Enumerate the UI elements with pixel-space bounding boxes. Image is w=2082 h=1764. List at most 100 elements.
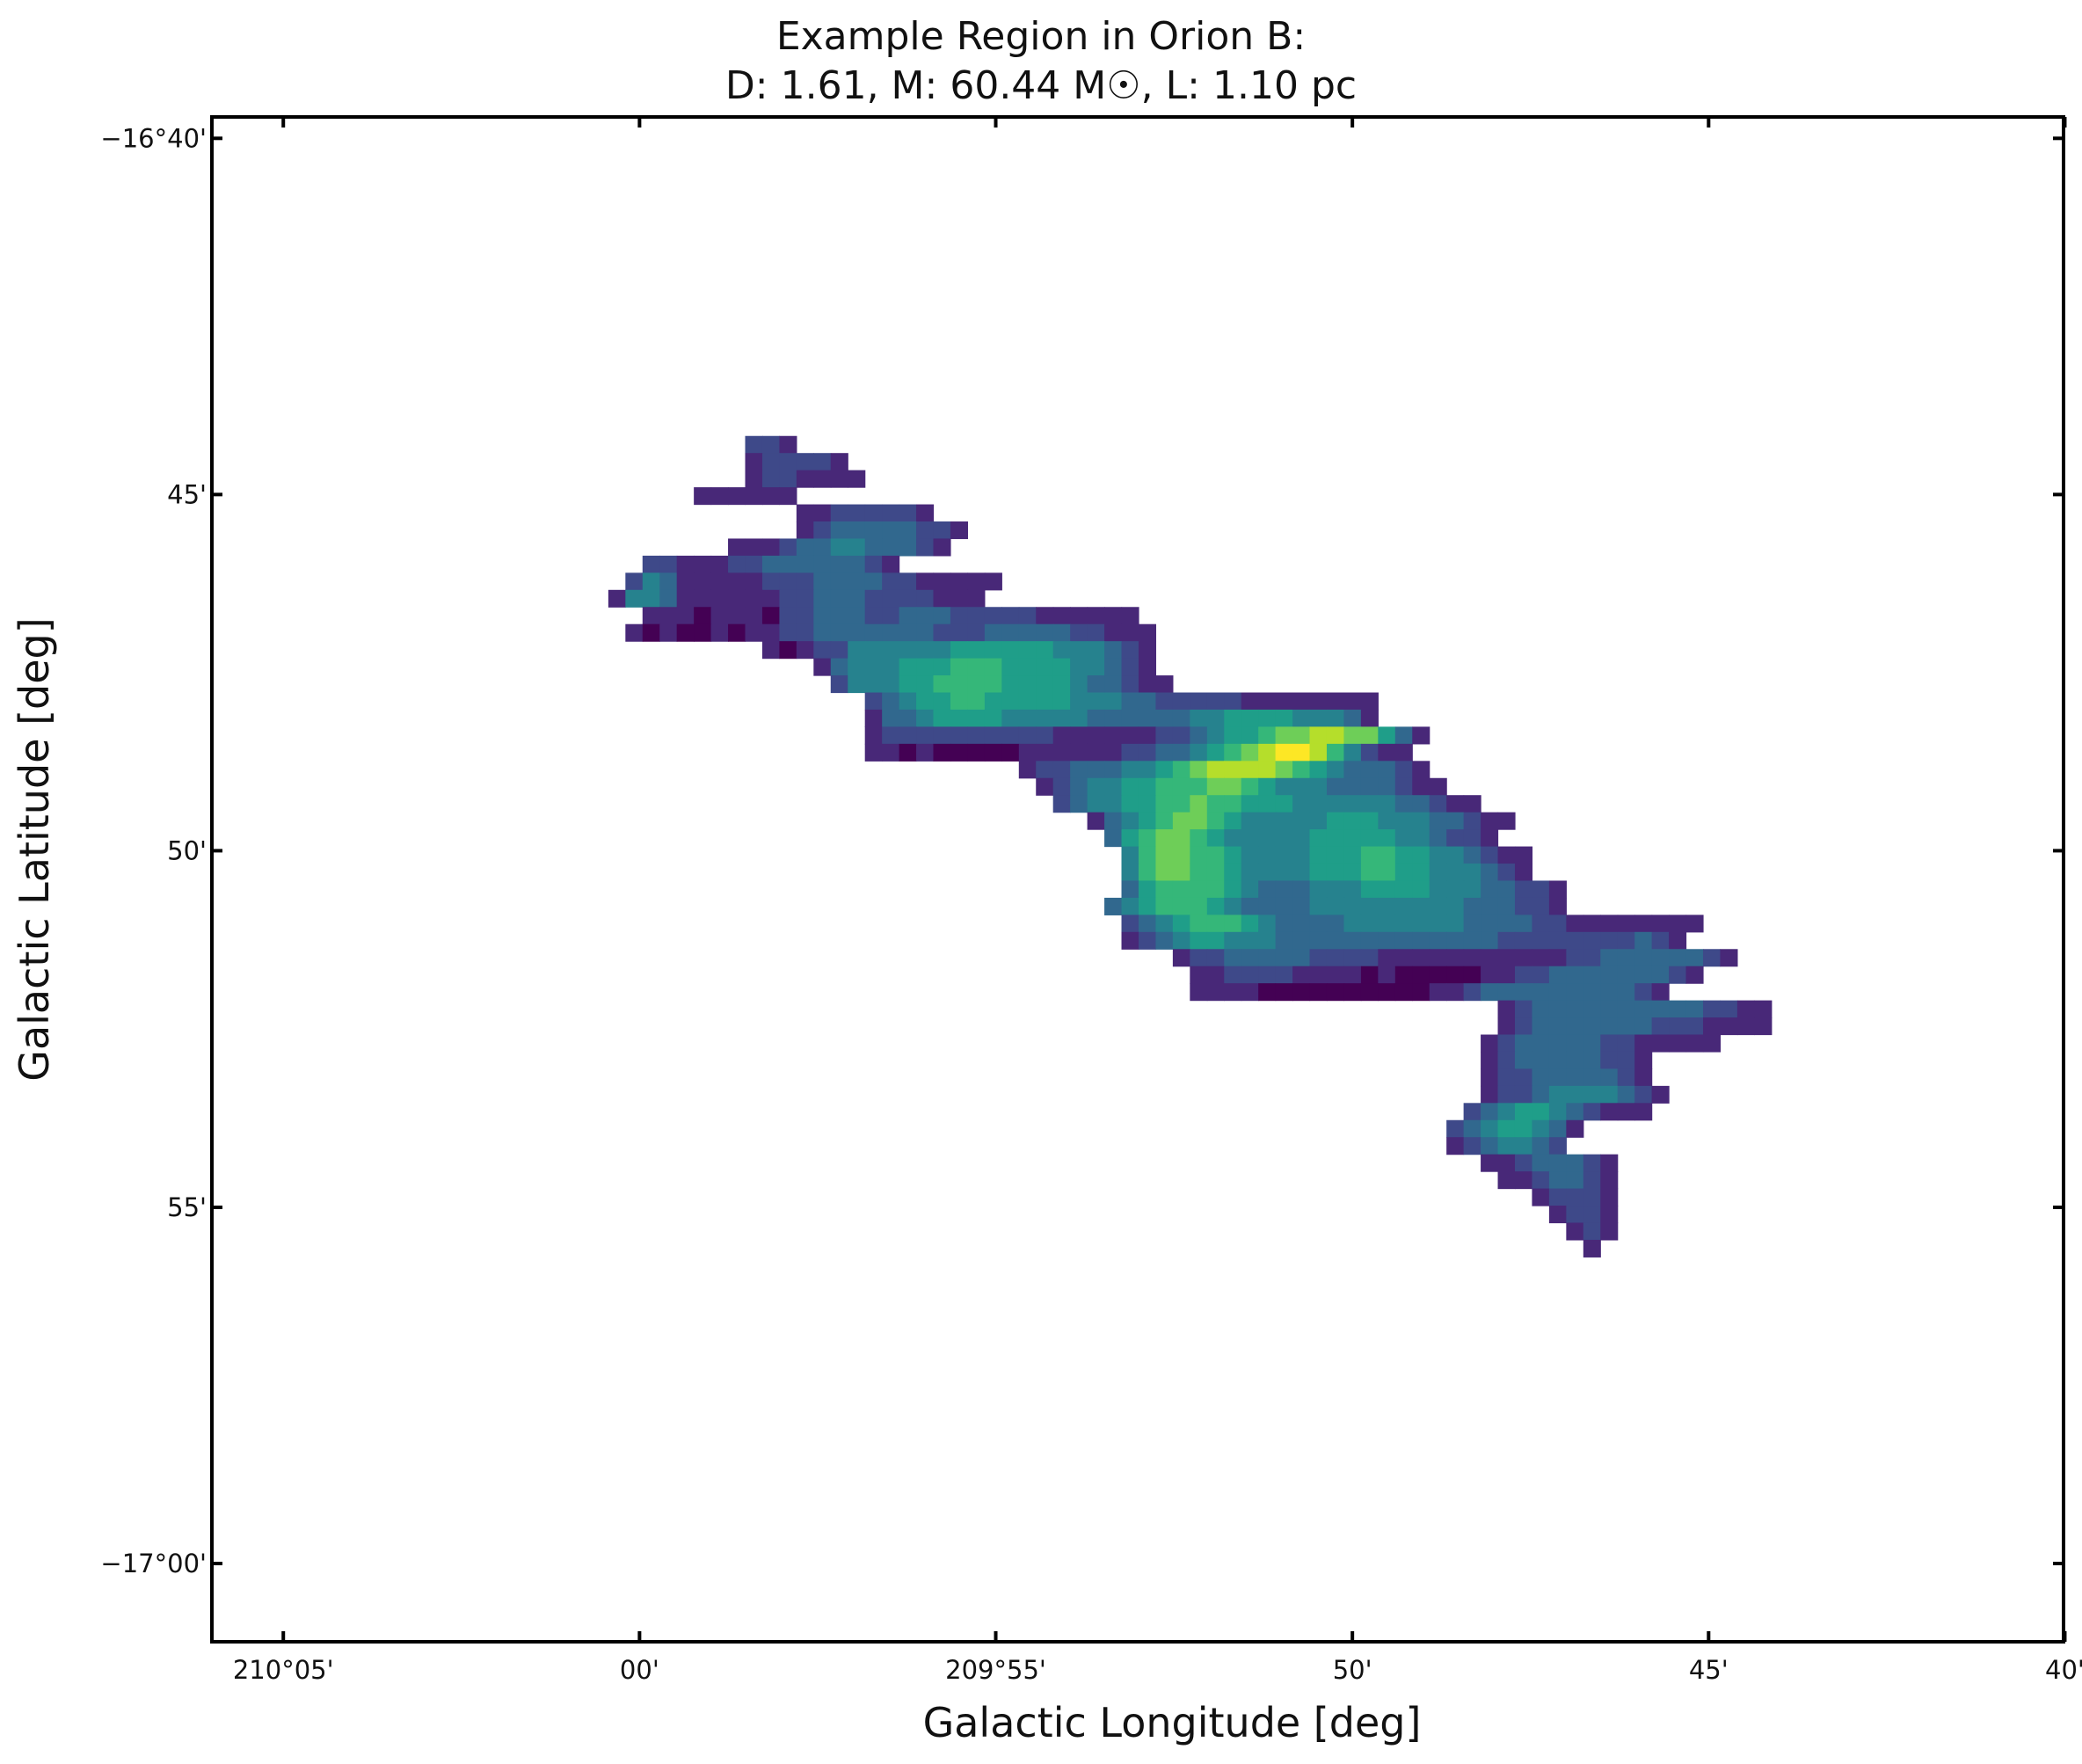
heatmap-cell [1634, 1103, 1653, 1121]
heatmap-cell [796, 521, 814, 540]
heatmap-cell [1429, 880, 1447, 899]
heatmap-cell [1172, 949, 1190, 967]
heatmap-cell [1036, 777, 1054, 796]
heatmap-cell [1138, 812, 1157, 830]
heatmap-cell [1617, 1051, 1635, 1070]
heatmap-cell [1258, 949, 1277, 967]
heatmap-cell [1548, 1017, 1567, 1036]
heatmap-cell [1104, 761, 1123, 779]
heatmap-cell [1360, 829, 1379, 848]
heatmap-cell [1309, 880, 1328, 899]
heatmap-cell [864, 572, 883, 591]
heatmap-cell [779, 470, 797, 488]
heatmap-cell [1104, 675, 1123, 694]
heatmap-cell [1138, 743, 1157, 762]
heatmap-cell [1446, 1137, 1465, 1155]
heatmap-cell [1548, 1171, 1567, 1190]
heatmap-cell [1070, 761, 1088, 779]
heatmap-cell [1514, 1119, 1533, 1138]
heatmap-cell [916, 504, 935, 522]
heatmap-cell [1275, 966, 1293, 984]
heatmap-cell [1583, 1103, 1601, 1121]
heatmap-cell [1548, 897, 1567, 915]
heatmap-cell [1669, 1034, 1687, 1053]
heatmap-cell [1360, 966, 1379, 984]
heatmap-cell [1326, 846, 1345, 864]
heatmap-cell [1532, 897, 1550, 915]
heatmap-cell [1001, 623, 1020, 642]
heatmap-cell [1514, 897, 1533, 915]
heatmap-cell [1394, 829, 1413, 848]
heatmap-cell [1070, 777, 1088, 796]
heatmap-cell [1583, 1068, 1601, 1087]
heatmap-cell [796, 572, 814, 591]
heatmap-cell [1463, 983, 1481, 1002]
heatmap-cell [864, 538, 883, 557]
heatmap-cell [1275, 846, 1293, 864]
heatmap-cell [1360, 880, 1379, 899]
heatmap-cell [796, 555, 814, 573]
heatmap-cell [1190, 726, 1208, 745]
heatmap-cell [1036, 675, 1054, 694]
heatmap-cell [745, 435, 763, 454]
heatmap-cell [1241, 915, 1259, 933]
heatmap-cell [1190, 743, 1208, 762]
heatmap-cell [745, 555, 763, 573]
heatmap-cell [761, 453, 781, 471]
heatmap-cell [1104, 897, 1123, 915]
heatmap-cell [761, 623, 781, 642]
y-tick-label: 45' [167, 479, 207, 509]
heatmap-cell [864, 589, 883, 608]
heatmap-cell [1172, 795, 1190, 813]
heatmap-cell [1446, 897, 1465, 915]
heatmap-cell [1566, 1171, 1584, 1190]
x-tick-label: 00' [620, 1655, 659, 1685]
heatmap-cell [1224, 812, 1242, 830]
heatmap-cell [1583, 1171, 1601, 1190]
heatmap-cell [1532, 1068, 1550, 1087]
heatmap-cell [950, 607, 969, 625]
heatmap-cell [916, 538, 935, 557]
heatmap-cell [882, 743, 900, 762]
heatmap-cell [967, 658, 986, 676]
heatmap-cell [1326, 966, 1345, 984]
heatmap-cell [1651, 983, 1670, 1002]
heatmap-cell [1548, 1119, 1567, 1138]
heatmap-cell [1394, 795, 1413, 813]
axis-ticks: 210°05' 00' 209°55' 50' 45' 40' −16°40' 45' 50' 5… [100, 117, 2082, 1685]
heatmap-cell [899, 538, 917, 557]
heatmap-cell [1121, 675, 1139, 694]
heatmap-cell [1104, 829, 1123, 848]
heatmap-cell [1463, 864, 1481, 882]
heatmap-cell [1481, 1085, 1499, 1104]
heatmap-cell [1104, 692, 1123, 711]
heatmap-cell [1360, 949, 1379, 967]
heatmap-cell [1429, 949, 1447, 967]
heatmap-cell [1309, 897, 1328, 915]
heatmap-cell [1224, 880, 1242, 899]
heatmap-cell [1617, 983, 1635, 1002]
heatmap-cell [1446, 829, 1465, 848]
heatmap-cell [728, 623, 746, 642]
heatmap-cell [1052, 692, 1071, 711]
y-tick-label: −17°00' [100, 1549, 207, 1578]
heatmap-cell [1190, 931, 1208, 950]
heatmap-cell [830, 453, 848, 471]
heatmap-cell [813, 658, 832, 676]
heatmap-cell [967, 675, 986, 694]
heatmap-cell [1583, 1051, 1601, 1070]
heatmap-cell [1018, 743, 1037, 762]
heatmap-cell [1155, 777, 1174, 796]
heatmap-cell [1018, 692, 1037, 711]
heatmap-cell [1497, 1137, 1516, 1155]
heatmap-cell [1121, 761, 1139, 779]
heatmap-cell [1343, 880, 1362, 899]
heatmap-cell [1121, 709, 1139, 728]
heatmap-cell [1292, 743, 1311, 762]
heatmap-cell [625, 623, 644, 642]
heatmap-cell [1224, 795, 1242, 813]
heatmap-cell [1497, 1017, 1516, 1036]
plot-frame [210, 115, 2065, 1644]
heatmap-cell [1258, 846, 1277, 864]
x-tick-label: 209°55' [945, 1655, 1046, 1685]
